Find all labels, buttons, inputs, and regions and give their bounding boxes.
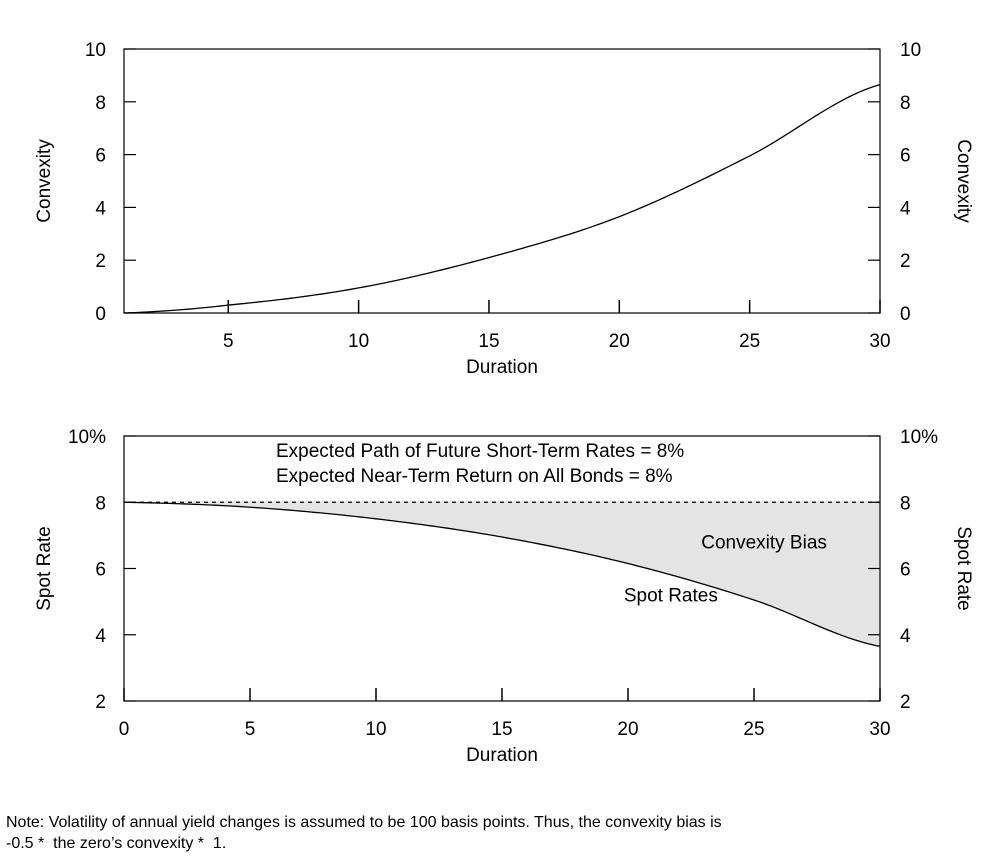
- panel-1-y-axis-label-left: Convexity: [34, 139, 55, 223]
- panel-2-x-axis-label: Duration: [466, 745, 538, 766]
- panel-2-y-tick-label-right: 8: [900, 493, 911, 514]
- panel-1-x-tick-label: 15: [478, 331, 499, 352]
- panel-2-x-tick-label: 5: [245, 719, 256, 740]
- panel-1-x-tick-label: 20: [609, 331, 630, 352]
- panel-1-x-axis-label: Duration: [466, 357, 538, 378]
- panel-2-y-axis-label-left: Spot Rate: [34, 526, 55, 611]
- panel-1-series-1-line: [123, 84, 881, 314]
- panel-2-annotation-1: Convexity Bias: [701, 533, 827, 554]
- footnote: Note: Volatility of annual yield changes…: [6, 812, 886, 854]
- panel-1-y-tick-label-left: 2: [95, 251, 106, 272]
- panel-1-y-tick-label-right: 10: [900, 40, 921, 61]
- panel-1-y-tick-label-left: 6: [95, 146, 106, 167]
- panel-2-x-tick-label: 0: [119, 719, 130, 740]
- panel-1-y-tick-label-right: 0: [900, 304, 911, 325]
- panel-2-x-tick-label: 20: [617, 719, 638, 740]
- panel-2-title-line-1: Expected Path of Future Short-Term Rates…: [276, 441, 684, 462]
- panel-2-y-tick-label-left: 2: [95, 692, 106, 713]
- panel-2-y-tick-label-right: 6: [900, 560, 911, 581]
- panel-2-y-tick-label-left: 6: [95, 560, 106, 581]
- panel-1-y-tick-label-left: 8: [95, 93, 106, 114]
- panel-1-y-axis-label-right: Convexity: [953, 139, 974, 223]
- panel-1-y-tick-label-left: 4: [95, 198, 106, 219]
- panel-2-y-tick-label-left: 8: [95, 493, 106, 514]
- panel-1-y-tick-label-right: 2: [900, 251, 911, 272]
- panel-1-x-tick-label: 10: [348, 331, 369, 352]
- panel-2-y-tick-label-left: 4: [95, 626, 106, 647]
- panel-1-y-tick-label-right: 4: [900, 198, 911, 219]
- panel-1-y-tick-label-left: 0: [95, 304, 106, 325]
- panel-1-y-tick-label-right: 6: [900, 146, 911, 167]
- panel-2-title-line-2: Expected Near-Term Return on All Bonds =…: [276, 466, 673, 487]
- footnote-line-1: Note: Volatility of annual yield changes…: [6, 814, 722, 831]
- panel-1-x-tick-label: 5: [223, 331, 234, 352]
- panel-2-y-tick-label-right: 10%: [900, 427, 938, 448]
- panel-2-x-tick-label: 25: [743, 719, 764, 740]
- panel-2-shaded-area: [124, 502, 880, 647]
- panel-1-y-tick-label-left: 10: [85, 40, 106, 61]
- panel-2-y-tick-label-right: 2: [900, 692, 911, 713]
- panel-2-y-tick-label-left: 10%: [68, 427, 106, 448]
- panel-2-y-tick-label-right: 4: [900, 626, 911, 647]
- panel-2-annotation-2: Spot Rates: [624, 586, 718, 607]
- panel-2-x-tick-label: 10: [365, 719, 386, 740]
- panel-1-x-tick-label: 30: [869, 331, 890, 352]
- panel-1-y-tick-label-right: 8: [900, 93, 911, 114]
- panel-2-y-axis-label-right: Spot Rate: [953, 526, 974, 611]
- panel-2-series-2-line: [123, 501, 881, 647]
- footnote-line-2: -0.5 * the zero’s convexity * 1.: [6, 835, 227, 852]
- panel-1-frame: [123, 48, 881, 314]
- panel-2-x-tick-label: 30: [869, 719, 890, 740]
- panel-1-x-tick-label: 25: [739, 331, 760, 352]
- panel-2-x-tick-label: 15: [491, 719, 512, 740]
